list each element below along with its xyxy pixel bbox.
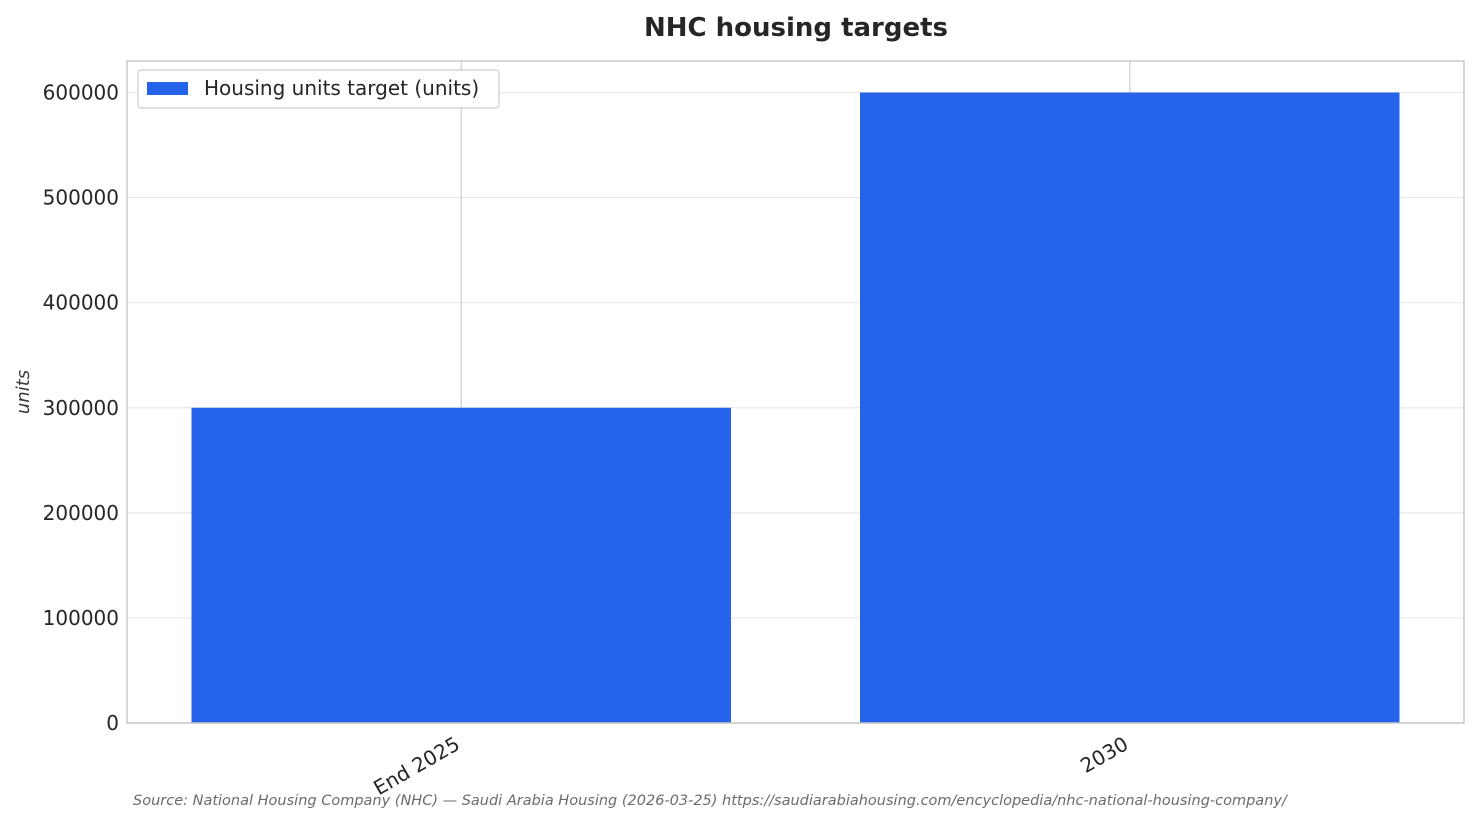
- y-tick-label: 400000: [43, 291, 119, 315]
- bar-end-2025: [191, 407, 731, 723]
- y-tick-label: 600000: [43, 81, 119, 105]
- x-tick-label: End 2025: [369, 732, 464, 800]
- y-tick-labels: 0 100000 200000 300000 400000 500000 600000: [43, 81, 119, 735]
- plot-frame: [126, 60, 1465, 724]
- y-tick-label: 100000: [43, 606, 119, 630]
- x-tick-label: 2030: [1076, 732, 1132, 778]
- y-axis-label: units: [13, 370, 34, 414]
- x-tick-labels: End 2025 2030: [369, 732, 1132, 800]
- chart-title: NHC housing targets: [644, 13, 948, 43]
- y-tick-label: 300000: [43, 396, 119, 420]
- source-note: Source: National Housing Company (NHC) —…: [133, 793, 1289, 809]
- y-tick-label: 500000: [43, 186, 119, 210]
- legend-label: Housing units target (units): [204, 76, 479, 100]
- legend: Housing units target (units): [137, 69, 500, 109]
- y-tick-label: 0: [106, 711, 119, 735]
- legend-box: [137, 69, 500, 109]
- bar-2030: [860, 92, 1400, 724]
- legend-swatch: [147, 82, 188, 95]
- y-tick-label: 200000: [43, 501, 119, 525]
- bars: [191, 92, 1400, 724]
